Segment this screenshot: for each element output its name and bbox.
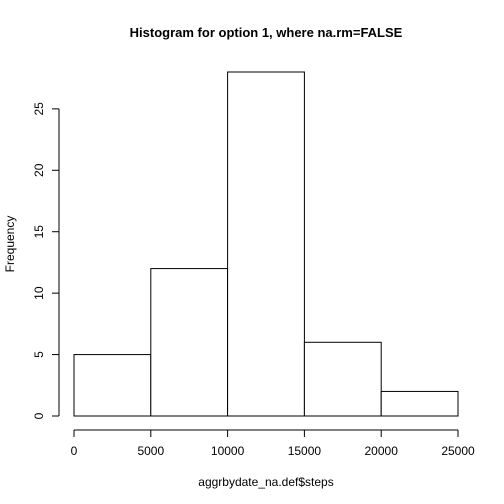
bar-3 — [303, 341, 382, 417]
y-tick-label-5: 25 — [32, 102, 46, 116]
x-tick-label-4: 20000 — [365, 444, 399, 458]
y-tick-label-2: 10 — [32, 286, 46, 300]
bar-0 — [73, 354, 152, 417]
y-tick-label-3: 15 — [32, 225, 46, 239]
x-tick-label-5: 25000 — [441, 444, 475, 458]
bars-group — [73, 71, 459, 417]
y-axis: 0 5 10 15 20 25 — [32, 102, 60, 419]
x-tick-label-1: 5000 — [137, 444, 164, 458]
bar-4 — [380, 390, 459, 417]
chart-title: Histogram for option 1, where na.rm=FALS… — [130, 25, 403, 40]
bar-1 — [150, 268, 229, 417]
x-axis: 0 5000 10000 15000 20000 25000 — [71, 429, 475, 458]
bar-2 — [227, 71, 305, 417]
x-tick-label-3: 15000 — [288, 444, 322, 458]
y-tick-label-4: 20 — [32, 163, 46, 177]
y-tick-label-0: 0 — [32, 412, 46, 419]
y-axis-label: Frequency — [3, 216, 17, 273]
x-axis-label: aggrbydate_na.def$steps — [198, 475, 333, 489]
x-tick-label-0: 0 — [71, 444, 78, 458]
x-tick-label-2: 10000 — [211, 444, 245, 458]
y-tick-label-1: 5 — [32, 351, 46, 358]
